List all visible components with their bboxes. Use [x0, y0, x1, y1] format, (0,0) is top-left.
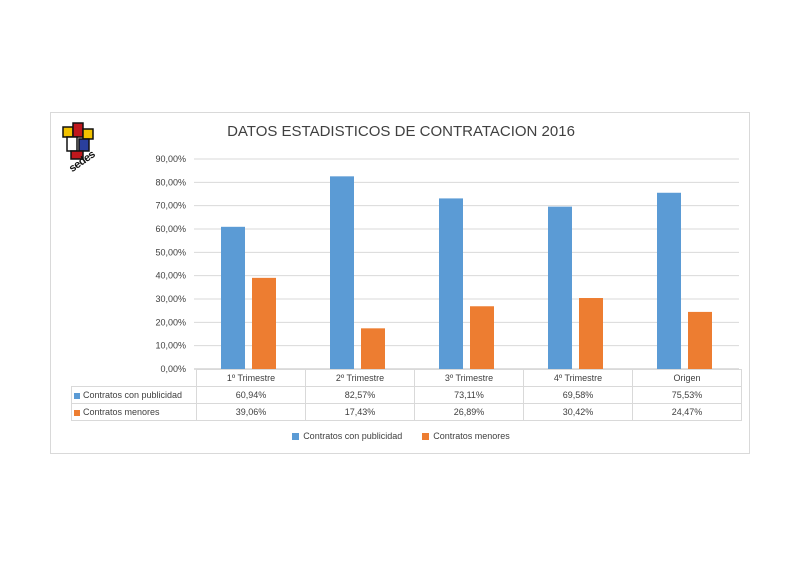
category-label: Origen	[632, 369, 742, 387]
legend-item: Contratos menores	[422, 431, 510, 441]
y-tick-label: 60,00%	[155, 224, 186, 234]
data-label: 24,47%	[632, 403, 742, 421]
bar-menores	[252, 277, 276, 369]
data-label: 73,11%	[414, 386, 524, 404]
bar-menores	[579, 298, 603, 369]
bar-publicidad	[657, 192, 681, 369]
legend: Contratos con publicidad Contratos menore…	[51, 431, 751, 442]
legend-item: Contratos con publicidad	[292, 431, 402, 441]
category-label: 2º Trimestre	[305, 369, 415, 387]
sedes-logo: sedes	[59, 121, 115, 189]
category-label: 4º Trimestre	[523, 369, 633, 387]
y-tick-label: 40,00%	[155, 271, 186, 281]
y-tick-label: 70,00%	[155, 201, 186, 211]
data-table: 1º Trimestre 2º Trimestre 3º Trimestre 4º T…	[71, 369, 742, 421]
chart-frame: sedes DATOS ESTADISTICOS DE CONTRATACION…	[50, 112, 750, 454]
data-label: 30,42%	[523, 403, 633, 421]
table-row: Contratos con publicidad 60,94% 82,57% 73,1…	[71, 386, 742, 404]
bar-publicidad	[221, 226, 245, 369]
bar-publicidad	[439, 198, 463, 369]
table-row: Contratos menores 39,06% 17,43% 26,89% 30,42…	[71, 403, 742, 421]
legend-label: Contratos con publicidad	[303, 431, 403, 441]
series-label-cell: Contratos menores	[71, 403, 197, 421]
category-label: 1º Trimestre	[196, 369, 306, 387]
series-swatch	[74, 409, 80, 416]
y-tick-label: 20,00%	[155, 317, 186, 327]
bar-publicidad	[548, 206, 572, 369]
data-label: 75,53%	[632, 386, 742, 404]
data-label: 60,94%	[196, 386, 306, 404]
y-tick-label: 30,00%	[155, 294, 186, 304]
legend-label: Contratos menores	[433, 431, 510, 441]
bar-menores	[361, 328, 385, 369]
bar-menores	[470, 306, 494, 369]
category-label: 3º Trimestre	[414, 369, 524, 387]
y-tick-label: 90,00%	[155, 154, 186, 164]
legend-swatch	[422, 432, 430, 440]
data-label: 26,89%	[414, 403, 524, 421]
logo-blocks-icon	[62, 122, 94, 160]
table-corner-cell	[71, 369, 197, 387]
bar-publicidad	[330, 176, 354, 369]
series-name: Contratos con publicidad	[83, 390, 183, 400]
data-label: 17,43%	[305, 403, 415, 421]
data-label: 69,58%	[523, 386, 633, 404]
series-label-cell: Contratos con publicidad	[71, 386, 197, 404]
table-header-row: 1º Trimestre 2º Trimestre 3º Trimestre 4º T…	[71, 369, 742, 387]
data-label: 82,57%	[305, 386, 415, 404]
y-tick-label: 0,00%	[160, 364, 186, 374]
series-name: Contratos menores	[83, 407, 160, 417]
y-tick-label: 50,00%	[155, 247, 186, 257]
legend-swatch	[292, 432, 300, 440]
chart-title: DATOS ESTADISTICOS DE CONTRATACION 2016	[227, 123, 575, 140]
data-label: 39,06%	[196, 403, 306, 421]
bar-menores	[688, 311, 712, 369]
y-tick-label: 80,00%	[155, 177, 186, 187]
series-swatch	[74, 392, 80, 399]
y-tick-label: 10,00%	[155, 341, 186, 351]
